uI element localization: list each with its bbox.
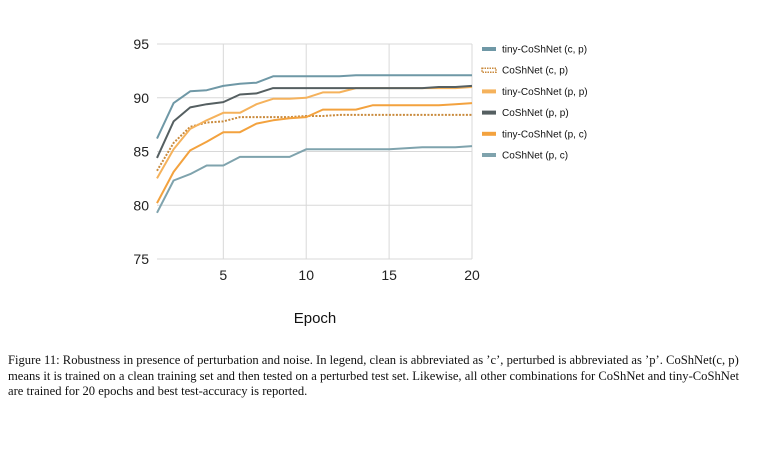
x-tick-label: 15 <box>381 267 397 283</box>
x-tick-labels: 5 10 15 20 <box>219 267 480 283</box>
x-axis-title: Epoch <box>294 310 337 327</box>
figure-caption: Figure 11: Robustness in presence of per… <box>8 353 739 398</box>
legend-entry: tiny-CoShNet (c, p) <box>502 45 587 56</box>
series-line-0 <box>156 74 472 140</box>
legend: tiny-CoShNet (c, p) CoShNet (c, p) tiny-Co… <box>481 45 588 162</box>
y-tick-label: 80 <box>133 197 149 213</box>
line-chart: 75 80 85 90 95 5 10 15 20 Epoch tiny-CoShNet (c… <box>133 36 588 327</box>
legend-entry: CoShNet (p, c) <box>502 151 568 162</box>
series-line-3 <box>156 84 473 159</box>
x-tick-label: 10 <box>298 267 314 283</box>
legend-swatch <box>482 89 496 94</box>
legend-swatch <box>481 67 497 73</box>
series-lines <box>156 74 473 214</box>
legend-entry: tiny-CoShNet (p, p) <box>502 87 588 98</box>
legend-swatch <box>482 110 496 115</box>
y-tick-labels: 75 80 85 90 95 <box>133 36 149 267</box>
series-line-5 <box>156 145 473 214</box>
legend-entry: tiny-CoShNet (p, c) <box>502 129 587 140</box>
series-line-1 <box>156 113 472 172</box>
x-tick-label: 20 <box>464 267 480 283</box>
legend-swatch <box>482 47 496 51</box>
legend-entry: CoShNet (p, p) <box>502 108 569 119</box>
x-tick-label: 5 <box>219 267 227 283</box>
y-tick-label: 85 <box>133 144 149 160</box>
y-tick-label: 90 <box>133 90 149 106</box>
legend-entry: CoShNet (c, p) <box>502 66 568 77</box>
series-line-4 <box>156 102 473 204</box>
y-tick-label: 95 <box>133 36 149 52</box>
series-line-2 <box>156 86 473 179</box>
gridlines <box>157 43 473 260</box>
legend-swatch <box>482 131 496 136</box>
y-tick-label: 75 <box>133 251 149 267</box>
legend-swatch <box>482 153 496 157</box>
